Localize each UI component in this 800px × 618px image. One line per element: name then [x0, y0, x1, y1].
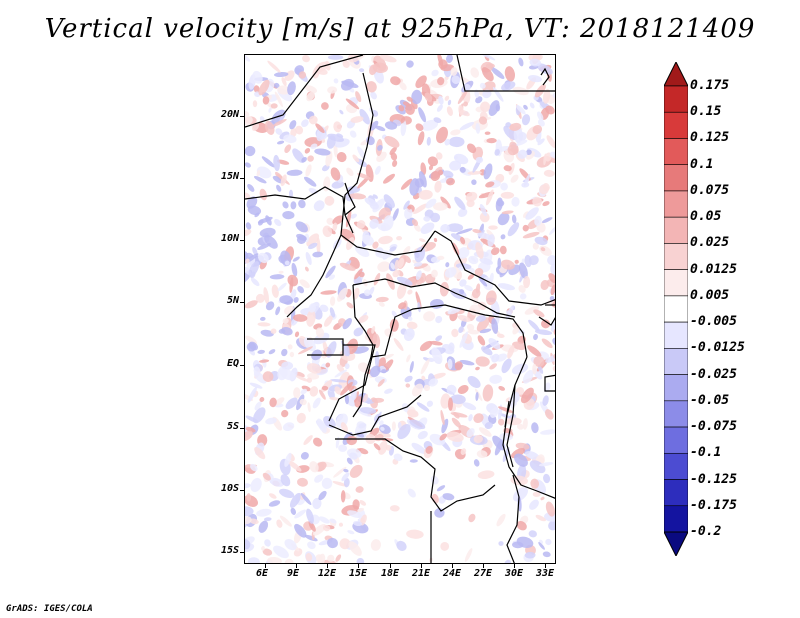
lat-label: 5S	[226, 421, 239, 432]
colorbar-box	[664, 85, 688, 113]
colorbar-level-label: -0.1	[690, 445, 722, 461]
lat-label: EQ	[226, 358, 239, 369]
velocity-field	[245, 55, 555, 563]
lon-label: 9E	[287, 568, 300, 579]
border-sudan-car	[434, 230, 555, 306]
map-panel	[244, 54, 556, 564]
lon-label: 33E	[536, 568, 555, 579]
border-zambia-east	[506, 474, 520, 563]
colorbar-box	[664, 138, 688, 166]
border-cameroon-congo	[352, 284, 374, 418]
colorbar-box	[664, 426, 688, 454]
colorbar-bottom-triangle	[664, 531, 688, 556]
country-borders	[245, 55, 555, 563]
border-congo-south	[328, 394, 422, 436]
colorbar-level-label: 0.075	[690, 182, 730, 198]
colorbar-box	[664, 164, 688, 192]
colorbar	[664, 62, 688, 556]
colorbar-box	[664, 321, 688, 349]
border-gabon	[328, 344, 376, 422]
border-drc-north	[370, 304, 528, 358]
colorbar-level-label: -0.2	[690, 524, 722, 539]
colorbar-box	[664, 269, 688, 297]
colorbar-box	[664, 111, 688, 139]
colorbar-level-label: -0.005	[690, 314, 737, 330]
colorbar-level-label: -0.0125	[690, 340, 745, 356]
footer-credit: GrADS: IGES/COLA	[6, 604, 93, 614]
map-field	[245, 55, 555, 563]
colorbar-box	[664, 348, 688, 375]
colorbar-level-label: 0.025	[690, 235, 730, 251]
colorbar-level-label: -0.075	[690, 419, 737, 435]
colorbar-level-label: 0.005	[690, 287, 730, 303]
colorbar-box	[664, 400, 688, 428]
lon-label: 12E	[318, 568, 337, 579]
colorbar-level-label: -0.125	[690, 471, 737, 487]
colorbar-level-label: -0.025	[690, 366, 737, 382]
border-chad	[340, 72, 436, 256]
colorbar-box	[664, 374, 688, 402]
lat-label: 10N	[220, 233, 239, 244]
colorbar-box	[664, 505, 688, 533]
border-car	[352, 278, 516, 318]
colorbar-box	[664, 190, 688, 218]
border-north	[245, 55, 364, 128]
border-angola-drc	[335, 438, 496, 512]
lake-chad	[344, 182, 356, 216]
lon-label: 21E	[412, 568, 431, 579]
coast-northeast	[540, 67, 550, 86]
lake-border	[538, 316, 555, 326]
colorbar-box	[664, 295, 688, 323]
border-lake-victoria	[544, 374, 555, 392]
lon-label: 6E	[256, 568, 269, 579]
colorbar-level-label: -0.05	[690, 392, 730, 408]
colorbar-box	[664, 479, 688, 507]
lon-label: 27E	[474, 568, 493, 579]
colorbar-box	[664, 243, 688, 270]
colorbar-level-label: 0.175	[690, 78, 730, 93]
lake-tanganyika	[504, 384, 516, 468]
border-drc-east	[502, 356, 555, 499]
border-eq-guinea	[307, 338, 344, 356]
colorbar-level-label: 0.125	[690, 130, 730, 146]
colorbar-level-label: 0.05	[690, 209, 722, 225]
lon-label: 18E	[381, 568, 400, 579]
lat-label: 10S	[220, 483, 239, 494]
colorbar-level-label: -0.175	[690, 497, 737, 513]
lon-label: 15E	[349, 568, 368, 579]
colorbar-top-triangle	[664, 62, 688, 87]
lon-label: 24E	[443, 568, 462, 579]
lon-label: 30E	[505, 568, 524, 579]
chart-title: Vertical velocity [m/s] at 925hPa, VT: 2…	[44, 14, 756, 44]
border-nigeria-cameroon	[286, 234, 342, 318]
colorbar-box	[664, 216, 688, 244]
colorbar-level-label: 0.1	[690, 156, 714, 172]
border-libya-egypt	[456, 55, 555, 92]
colorbar-box	[664, 452, 688, 480]
lat-label: 15N	[220, 171, 239, 182]
colorbar-level-label: 0.15	[690, 104, 722, 120]
colorbar-level-label: 0.0125	[690, 261, 737, 277]
lat-label: 5N	[226, 295, 239, 306]
lat-label: 20N	[220, 109, 239, 120]
lat-label: 15S	[220, 545, 239, 556]
